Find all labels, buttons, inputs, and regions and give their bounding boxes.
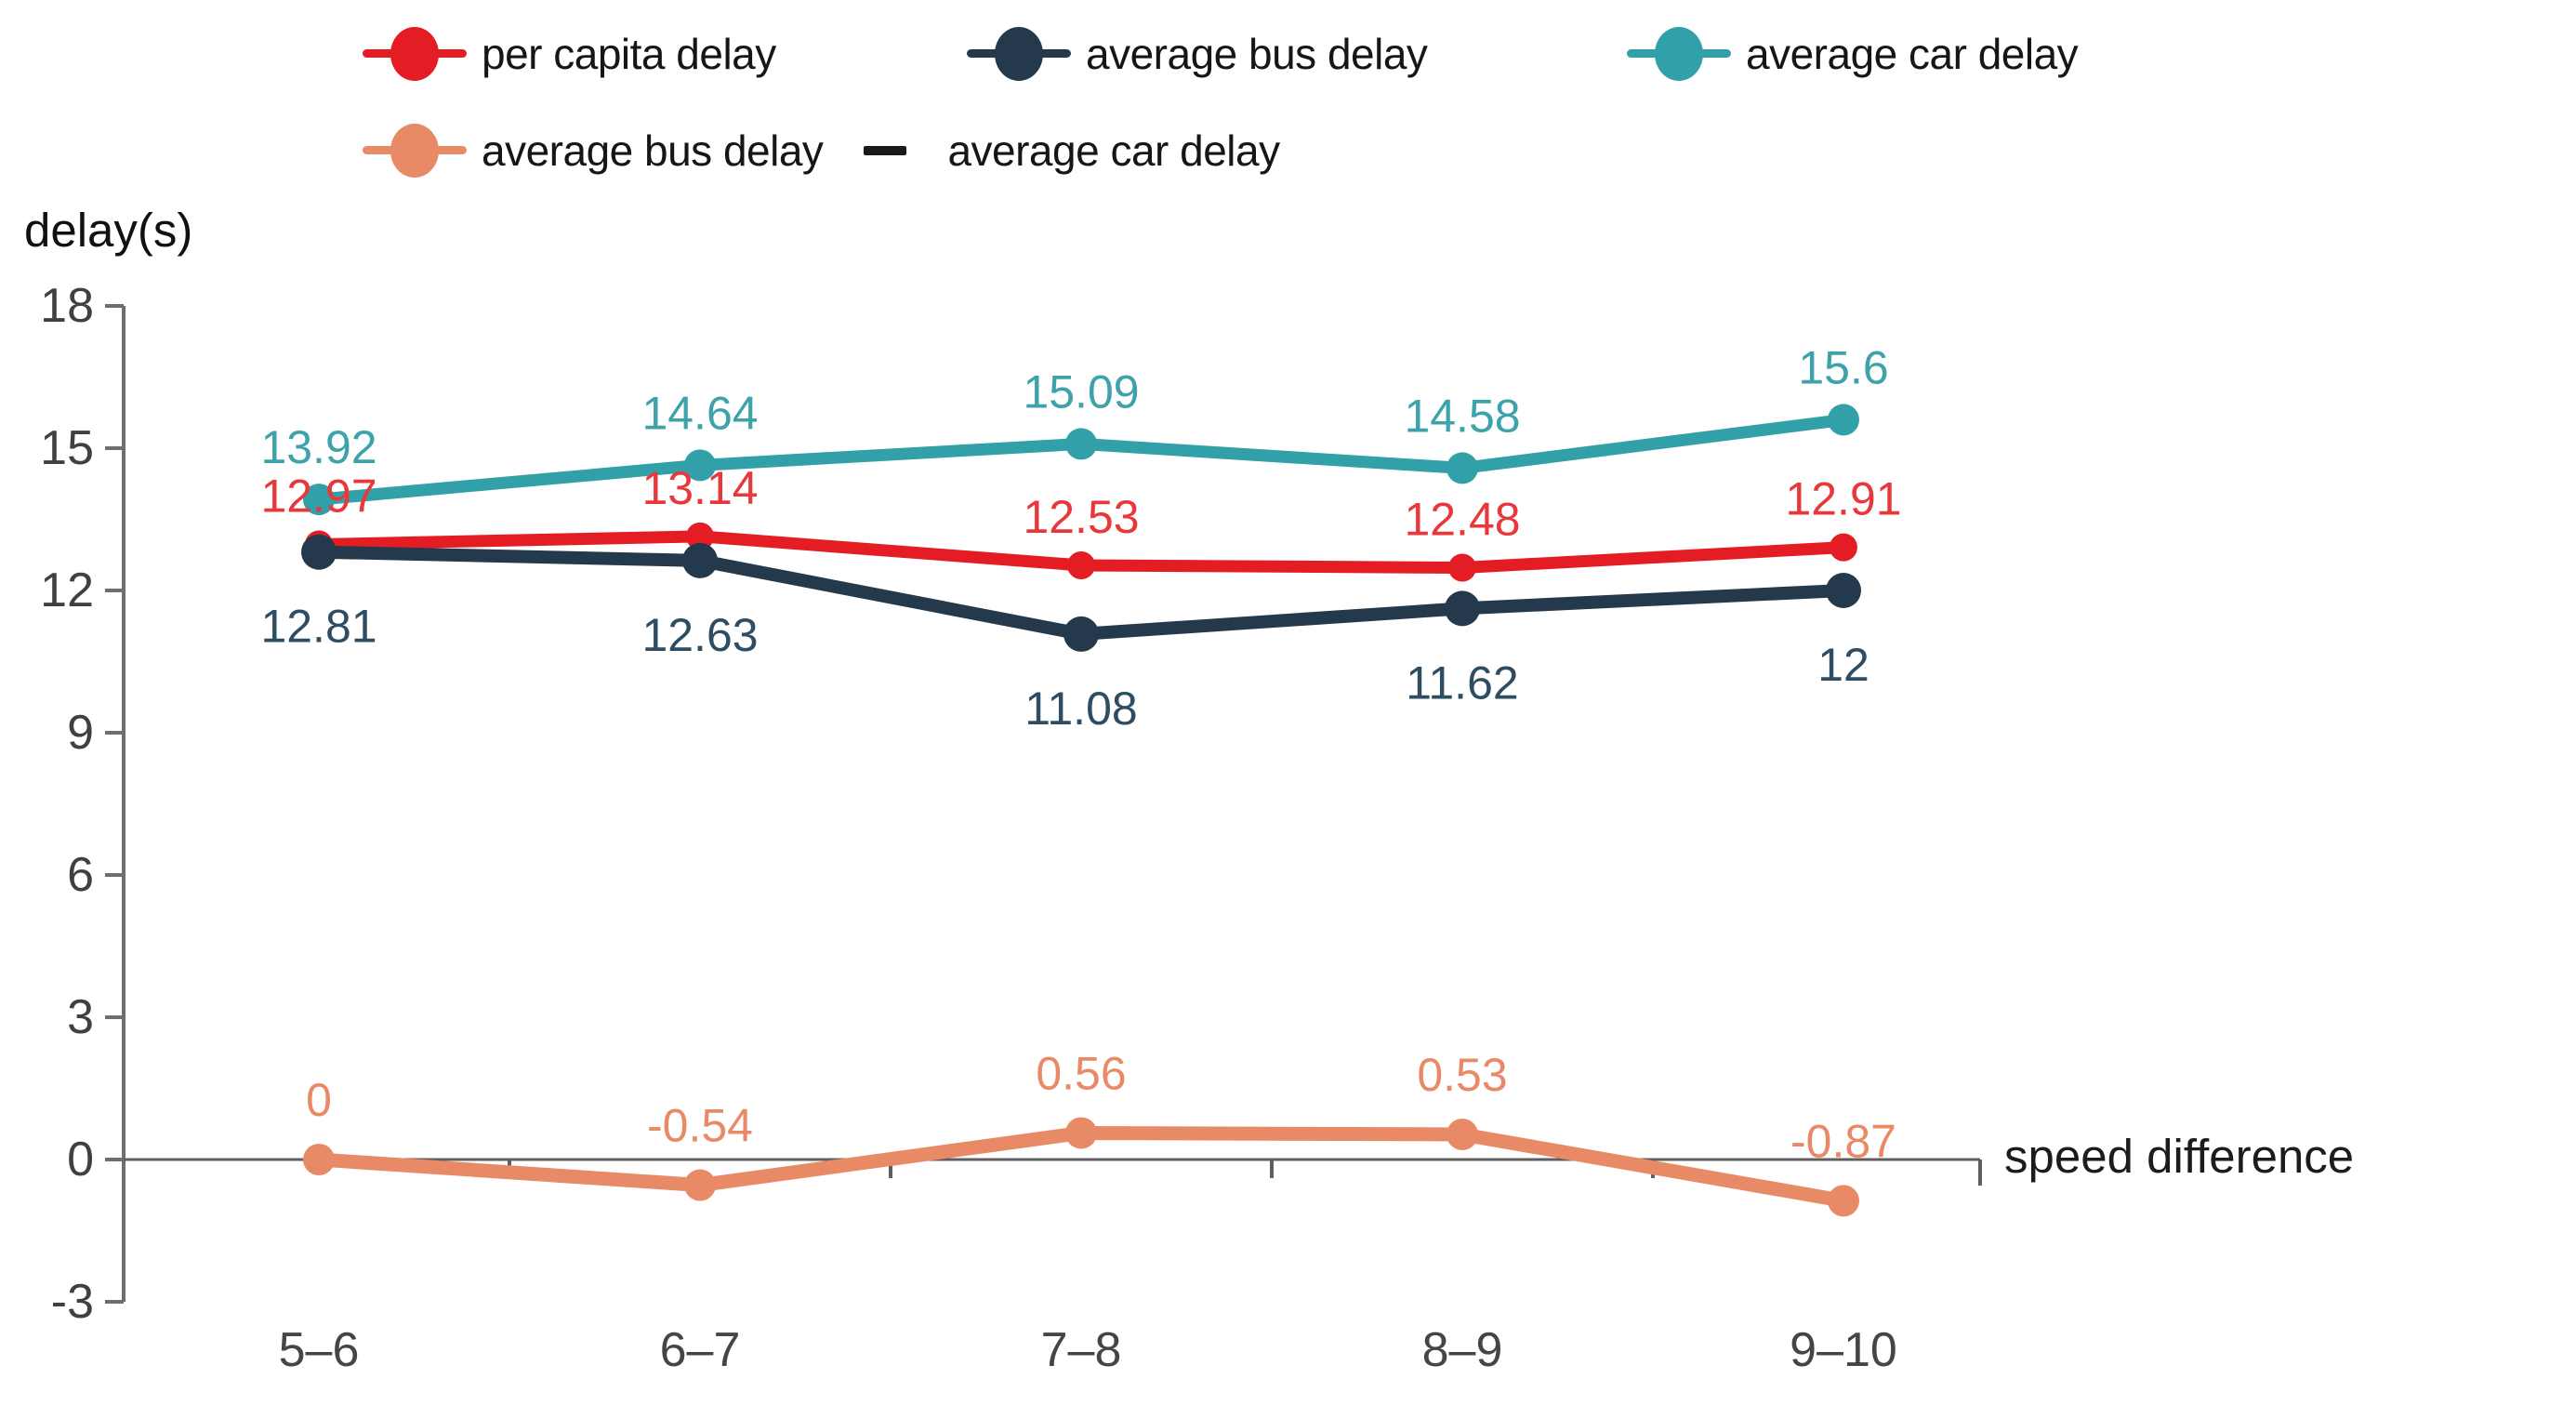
data-point-marker xyxy=(1065,1117,1097,1149)
data-point-marker xyxy=(1830,533,1857,562)
legend-label: per capita delay xyxy=(482,30,776,78)
data-point-label: -0.54 xyxy=(647,1100,753,1152)
data-point-marker xyxy=(1065,428,1097,460)
data-point-marker xyxy=(1828,404,1859,436)
legend-label-part1: average bus delay xyxy=(482,126,824,175)
y-tick-label: 15 xyxy=(40,421,94,475)
line-marker-icon xyxy=(363,11,467,97)
data-point-label: 14.58 xyxy=(1404,390,1520,442)
data-point-marker xyxy=(301,534,337,570)
data-point-label: 12.97 xyxy=(260,471,376,523)
data-point-marker xyxy=(1448,553,1476,582)
data-point-label: 13.92 xyxy=(260,421,376,473)
legend-label: average car delay xyxy=(1746,30,2079,78)
data-point-marker xyxy=(684,1169,716,1201)
data-point-marker xyxy=(1445,590,1480,627)
legend-label: average bus delay xyxy=(1086,30,1428,78)
data-point-label: 12.53 xyxy=(1023,491,1139,543)
legend-item-average-bus-delay: average bus delay xyxy=(967,11,1428,97)
data-point-label: -0.87 xyxy=(1790,1115,1896,1167)
y-tick-label: -3 xyxy=(51,1275,94,1329)
data-point-label: 11.08 xyxy=(1024,683,1137,735)
y-tick-label: 3 xyxy=(67,990,94,1044)
data-point-marker xyxy=(684,449,716,482)
y-tick-label: 0 xyxy=(67,1133,94,1186)
data-point-marker xyxy=(1826,573,1861,608)
data-point-label: 12.81 xyxy=(260,601,376,653)
y-tick-label: 6 xyxy=(67,848,94,902)
line-marker-icon xyxy=(1627,11,1731,97)
legend-item-bus-minus-car-delay: average bus delay average car delay xyxy=(363,108,1280,193)
data-point-marker xyxy=(1828,1185,1859,1217)
data-point-marker xyxy=(1067,550,1095,579)
data-point-label: 11.62 xyxy=(1406,656,1518,709)
minus-dash-icon xyxy=(864,146,907,155)
y-axis-title: delay(s) xyxy=(24,204,193,257)
data-point-label: 13.14 xyxy=(641,462,758,514)
data-point-label: 0.53 xyxy=(1417,1049,1507,1101)
line-marker-icon xyxy=(967,11,1071,97)
data-point-marker xyxy=(1447,1118,1478,1150)
data-point-marker xyxy=(303,484,335,516)
data-point-label: 14.64 xyxy=(641,387,758,439)
data-point-label: 12.63 xyxy=(641,609,758,661)
x-category-label: 5–6 xyxy=(279,1323,360,1377)
data-point-label: 0.56 xyxy=(1036,1047,1126,1099)
y-tick-label: 12 xyxy=(40,563,94,617)
x-category-label: 9–10 xyxy=(1790,1323,1897,1377)
legend-item-per-capita-delay: per capita delay xyxy=(363,11,776,97)
x-category-label: 6–7 xyxy=(660,1323,741,1377)
y-tick-label: 9 xyxy=(67,706,94,760)
legend-item-average-car-delay: average car delay xyxy=(1627,11,2079,97)
x-category-label: 7–8 xyxy=(1041,1323,1122,1377)
line-marker-icon xyxy=(363,108,467,193)
data-point-label: 12.91 xyxy=(1785,473,1901,525)
data-point-label: 12.48 xyxy=(1404,494,1520,546)
x-category-label: 8–9 xyxy=(1422,1323,1503,1377)
data-point-label: 15.09 xyxy=(1023,365,1139,418)
data-point-marker xyxy=(1063,616,1099,652)
y-tick-label: 18 xyxy=(40,279,94,333)
legend-label-part2: average car delay xyxy=(947,126,1280,175)
data-point-marker xyxy=(1447,452,1478,484)
x-axis-title: speed difference xyxy=(2004,1130,2355,1183)
data-point-marker xyxy=(682,542,718,578)
data-point-label: 15.6 xyxy=(1798,341,1888,393)
data-point-label: 0 xyxy=(306,1074,332,1126)
data-point-label: 12 xyxy=(1817,639,1869,691)
data-point-marker xyxy=(686,522,714,550)
data-point-marker xyxy=(303,1144,335,1175)
